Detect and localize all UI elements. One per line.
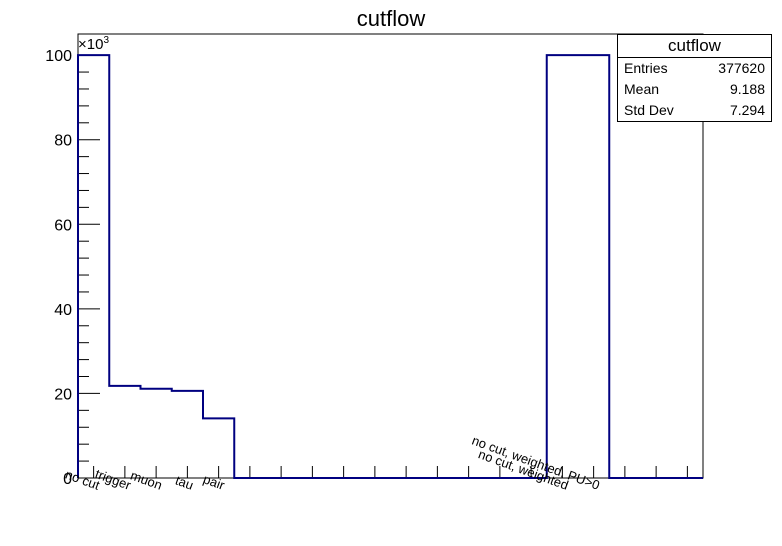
stats-value: 9.188 (729, 81, 765, 97)
y-exponent-base: ×10 (78, 36, 104, 53)
histogram-bin (109, 386, 140, 478)
y-exponent-label: ×103 (78, 35, 109, 53)
y-tick-label: 60 (54, 217, 72, 234)
y-tick-label: 80 (54, 133, 72, 150)
histogram-bin (578, 55, 609, 478)
histogram-bin (78, 55, 109, 478)
histogram-bin (141, 389, 172, 478)
x-category-label: pair (201, 471, 227, 493)
stats-row-stddev: Std Dev 7.294 (618, 100, 771, 121)
stats-title: cutflow (618, 35, 771, 58)
histogram-bin (172, 391, 203, 478)
stats-row-mean: Mean 9.188 (618, 79, 771, 100)
y-tick-label: 40 (54, 302, 72, 319)
stats-label: Std Dev (624, 102, 674, 118)
stats-box: cutflow Entries 377620 Mean 9.188 Std De… (617, 34, 772, 122)
stats-value: 377620 (718, 60, 765, 76)
y-tick-label: 100 (45, 48, 72, 65)
chart-title: cutflow (356, 6, 426, 31)
y-tick-label: 20 (54, 386, 72, 403)
x-category-label: trigger (93, 466, 133, 493)
x-category-label: muon (129, 468, 165, 493)
y-tick-label: 0 (63, 471, 72, 488)
x-category-label: tau (173, 473, 195, 493)
stats-value: 7.294 (729, 102, 765, 118)
stats-label: Entries (624, 60, 668, 76)
stats-row-entries: Entries 377620 (618, 58, 771, 79)
histogram-bin (547, 55, 578, 478)
stats-label: Mean (624, 81, 660, 97)
histogram-line (77, 54, 703, 479)
y-exponent-power: 3 (103, 35, 110, 46)
